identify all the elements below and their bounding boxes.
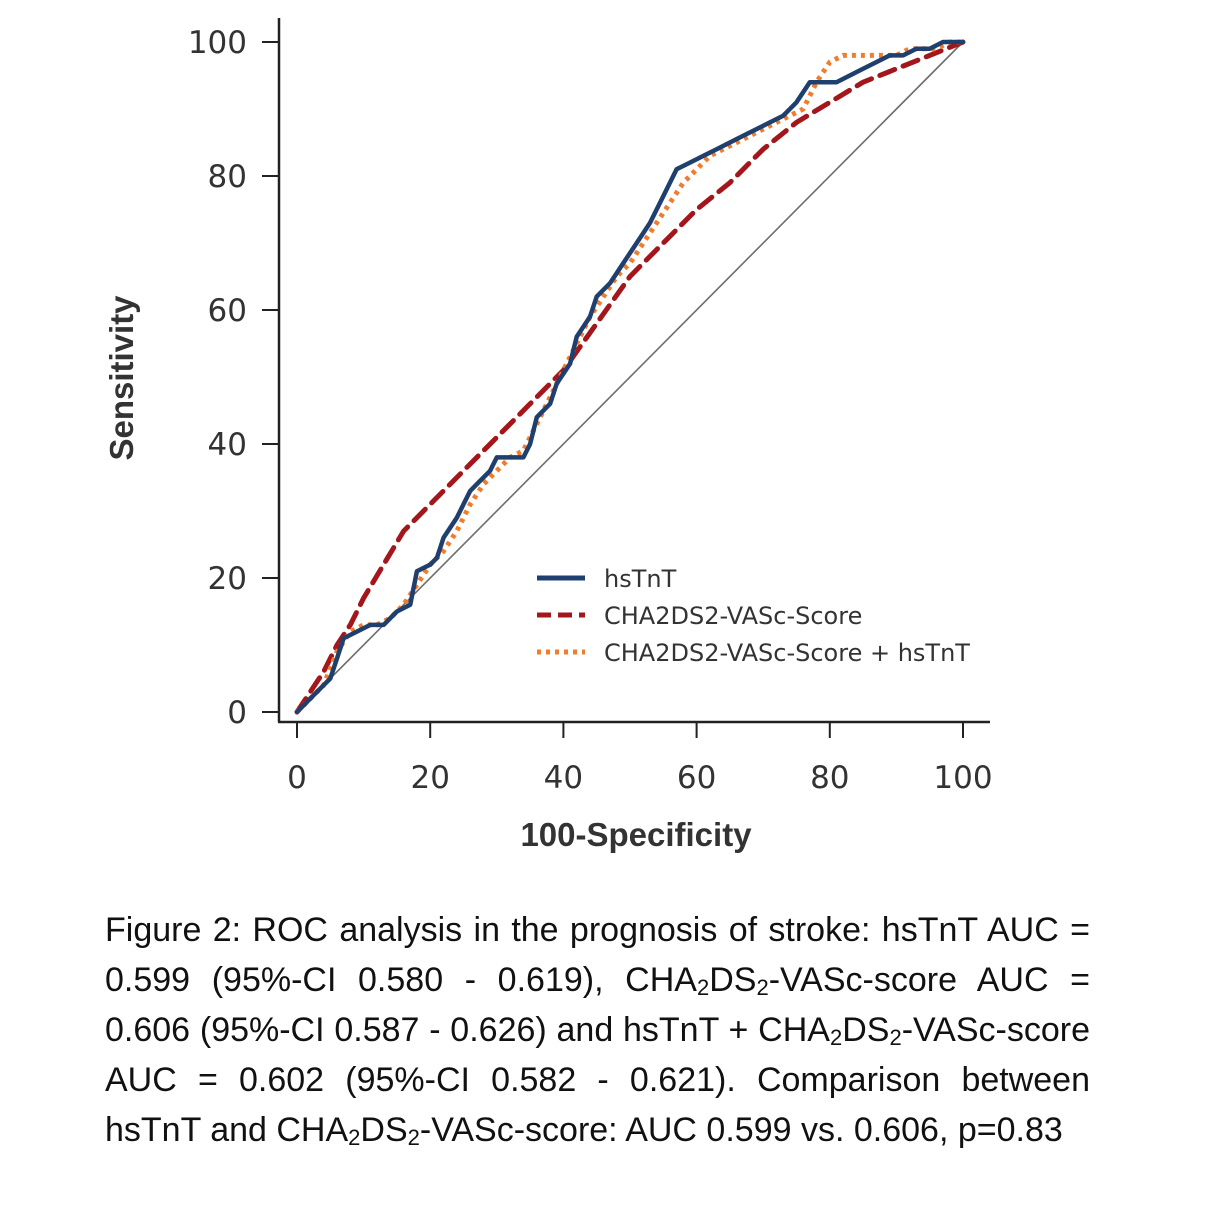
y-tick-label-1: 20 xyxy=(208,561,247,597)
x-tick-label-3: 60 xyxy=(677,760,716,796)
y-tick-label-5: 100 xyxy=(188,25,247,61)
y-tick-label-4: 80 xyxy=(208,159,247,195)
x-tick-label-5: 100 xyxy=(933,760,992,796)
x-tick-label-4: 80 xyxy=(810,760,849,796)
x-tick-label-2: 40 xyxy=(544,760,583,796)
legend-label-2: CHA2DS2-VASc-Score + hsTnT xyxy=(604,639,970,667)
series-line-2 xyxy=(295,39,963,714)
legend: hsTnT CHA2DS2-VASc-Score CHA2DS2-VASc-Scor… xyxy=(537,565,970,667)
series-line-0 xyxy=(294,39,966,715)
reference-line xyxy=(296,41,964,713)
roc-chart: 0 20 40 60 80 100 0 20 40 60 80 100 hsTnT CHA2DS2-VA… xyxy=(103,18,993,853)
figure-caption: Figure 2: ROC analysis in the prognosis … xyxy=(105,911,1090,1150)
y-axis-title: Sensitivity xyxy=(103,295,140,461)
legend-label-1: CHA2DS2-VASc-Score xyxy=(604,602,862,630)
reference-diagonal xyxy=(296,41,964,713)
y-tick-label-3: 60 xyxy=(208,293,247,329)
y-tick-label-2: 40 xyxy=(208,427,247,463)
legend-label-0: hsTnT xyxy=(604,565,677,593)
series-lines xyxy=(294,39,966,715)
x-tick-label-0: 0 xyxy=(287,760,307,796)
x-tick-label-1: 20 xyxy=(410,760,449,796)
axes: 0 20 40 60 80 100 0 20 40 60 80 100 xyxy=(188,18,993,796)
x-axis-title: 100-Specificity xyxy=(520,816,752,853)
y-tick-label-0: 0 xyxy=(227,695,247,731)
